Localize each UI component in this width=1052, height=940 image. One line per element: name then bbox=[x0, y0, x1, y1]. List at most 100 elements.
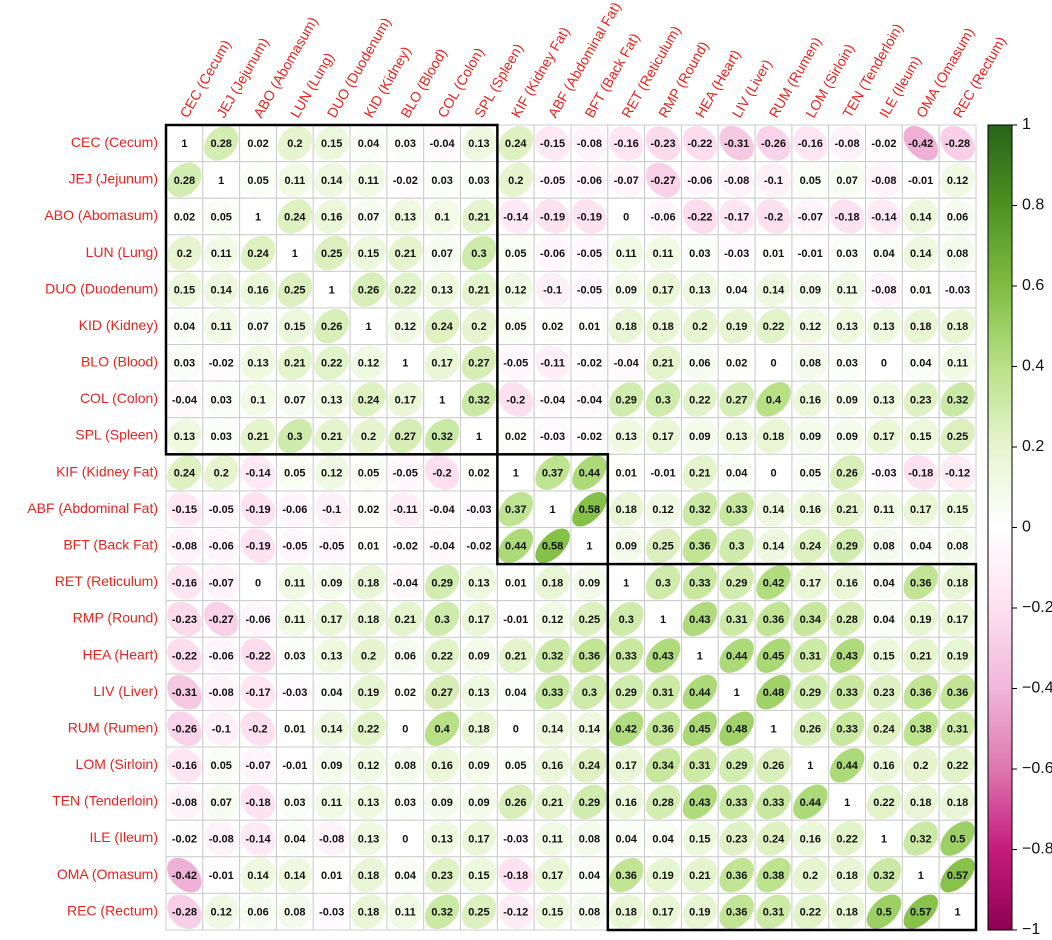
correlation-ellipse bbox=[866, 565, 902, 600]
correlation-ellipse bbox=[498, 345, 533, 381]
correlation-ellipse bbox=[866, 235, 902, 271]
correlation-value: 0.16 bbox=[542, 760, 563, 772]
correlation-ellipse bbox=[461, 565, 497, 600]
correlation-ellipse bbox=[756, 857, 791, 893]
cell bbox=[275, 234, 314, 272]
correlation-value: 0.32 bbox=[873, 870, 894, 882]
correlation-value: -0.06 bbox=[246, 614, 271, 626]
cell bbox=[239, 197, 277, 236]
correlation-ellipse bbox=[903, 199, 938, 234]
correlation-ellipse bbox=[535, 528, 570, 564]
correlation-value: 0.22 bbox=[358, 724, 379, 736]
correlation-ellipse bbox=[424, 784, 460, 820]
correlation-value: 0.15 bbox=[468, 870, 489, 882]
correlation-value: 0.14 bbox=[321, 175, 343, 187]
correlation-ellipse bbox=[645, 418, 681, 454]
correlation-value: 0.15 bbox=[174, 285, 195, 297]
correlation-value: 0.31 bbox=[947, 724, 968, 736]
correlation-value: 0.09 bbox=[800, 431, 821, 443]
correlation-ellipse bbox=[277, 345, 313, 381]
correlation-ellipse bbox=[388, 601, 423, 637]
correlation-value: 0.21 bbox=[468, 211, 489, 223]
correlation-ellipse bbox=[756, 382, 791, 417]
correlation-value: 0.05 bbox=[211, 211, 232, 223]
correlation-ellipse bbox=[351, 784, 386, 820]
correlation-ellipse bbox=[829, 162, 865, 198]
correlation-ellipse bbox=[461, 455, 497, 490]
correlation-value: 0.02 bbox=[468, 468, 489, 480]
correlation-value: 0.2 bbox=[361, 431, 376, 443]
correlation-ellipse bbox=[167, 235, 202, 271]
correlation-value: 0 bbox=[255, 577, 261, 589]
correlation-value: 0.16 bbox=[800, 504, 821, 516]
correlation-ellipse bbox=[572, 857, 607, 893]
correlation-ellipse bbox=[609, 748, 644, 783]
correlation-ellipse bbox=[535, 601, 570, 637]
correlation-value: -0.28 bbox=[945, 138, 970, 150]
correlation-ellipse bbox=[829, 894, 865, 929]
correlation-value: 0.18 bbox=[947, 577, 968, 589]
correlation-value: -0.18 bbox=[835, 211, 860, 223]
correlation-value: -0.11 bbox=[393, 504, 417, 516]
row-label: KID (Kidney) bbox=[79, 317, 158, 333]
correlation-ellipse bbox=[645, 199, 681, 234]
correlation-ellipse bbox=[756, 235, 791, 271]
correlation-value: -0.19 bbox=[246, 504, 271, 516]
correlation-ellipse bbox=[351, 345, 386, 381]
correlation-value: -0.11 bbox=[540, 358, 564, 370]
correlation-value: 0.21 bbox=[505, 650, 526, 662]
correlation-ellipse bbox=[793, 235, 828, 271]
correlation-ellipse bbox=[829, 711, 865, 746]
correlation-value: -0.42 bbox=[908, 138, 933, 150]
correlation-value: 0.03 bbox=[284, 650, 305, 662]
row-label: CEC (Cecum) bbox=[71, 134, 158, 150]
correlation-value: -0.03 bbox=[945, 285, 970, 297]
correlation-ellipse bbox=[314, 821, 349, 856]
correlation-value: -0.04 bbox=[393, 577, 419, 589]
correlation-ellipse bbox=[609, 418, 644, 454]
correlation-ellipse bbox=[277, 748, 313, 783]
correlation-ellipse bbox=[609, 272, 644, 307]
correlation-ellipse bbox=[940, 528, 975, 564]
correlation-value: 0.1 bbox=[434, 211, 449, 223]
correlation-ellipse bbox=[793, 857, 828, 893]
colorbar-tick-label: −0.6 bbox=[1022, 760, 1052, 777]
correlation-ellipse bbox=[498, 857, 533, 893]
correlation-value: 0.03 bbox=[284, 797, 305, 809]
correlation-ellipse bbox=[829, 674, 865, 710]
correlation-ellipse bbox=[940, 162, 975, 198]
correlation-value: -0.08 bbox=[172, 541, 197, 553]
correlation-value: 0.33 bbox=[542, 687, 563, 699]
correlation-value: 1 bbox=[881, 833, 887, 845]
correlation-value: 0.12 bbox=[542, 614, 563, 626]
correlation-ellipse bbox=[756, 894, 791, 929]
row-label: RMP (Round) bbox=[73, 610, 158, 626]
correlation-value: 0.1 bbox=[250, 394, 265, 406]
correlation-ellipse bbox=[424, 674, 460, 710]
correlation-ellipse bbox=[793, 528, 828, 564]
correlation-ellipse bbox=[461, 748, 497, 783]
correlation-ellipse bbox=[940, 455, 975, 490]
correlation-ellipse bbox=[388, 674, 423, 710]
correlation-ellipse bbox=[719, 491, 754, 527]
correlation-ellipse bbox=[903, 235, 938, 271]
correlation-value: 0.01 bbox=[505, 577, 526, 589]
row-label: ABO (Abomasum) bbox=[44, 207, 158, 223]
correlation-ellipse bbox=[645, 821, 681, 856]
correlation-value: 0.07 bbox=[836, 175, 857, 187]
correlation-value: 0.13 bbox=[358, 797, 379, 809]
correlation-value: -0.05 bbox=[503, 358, 528, 370]
correlation-ellipse bbox=[940, 601, 975, 637]
correlation-ellipse bbox=[793, 491, 828, 527]
correlation-value: -0.04 bbox=[540, 394, 566, 406]
correlation-value: 0.14 bbox=[321, 724, 343, 736]
correlation-value: 0.01 bbox=[763, 248, 784, 260]
correlation-ellipse bbox=[388, 528, 423, 564]
correlation-ellipse bbox=[498, 309, 533, 344]
correlation-value: -0.02 bbox=[393, 175, 418, 187]
correlation-ellipse bbox=[535, 711, 570, 746]
correlation-ellipse bbox=[204, 455, 239, 490]
correlation-ellipse bbox=[682, 272, 718, 307]
correlation-value: 0.14 bbox=[211, 285, 233, 297]
correlation-ellipse bbox=[609, 857, 644, 893]
